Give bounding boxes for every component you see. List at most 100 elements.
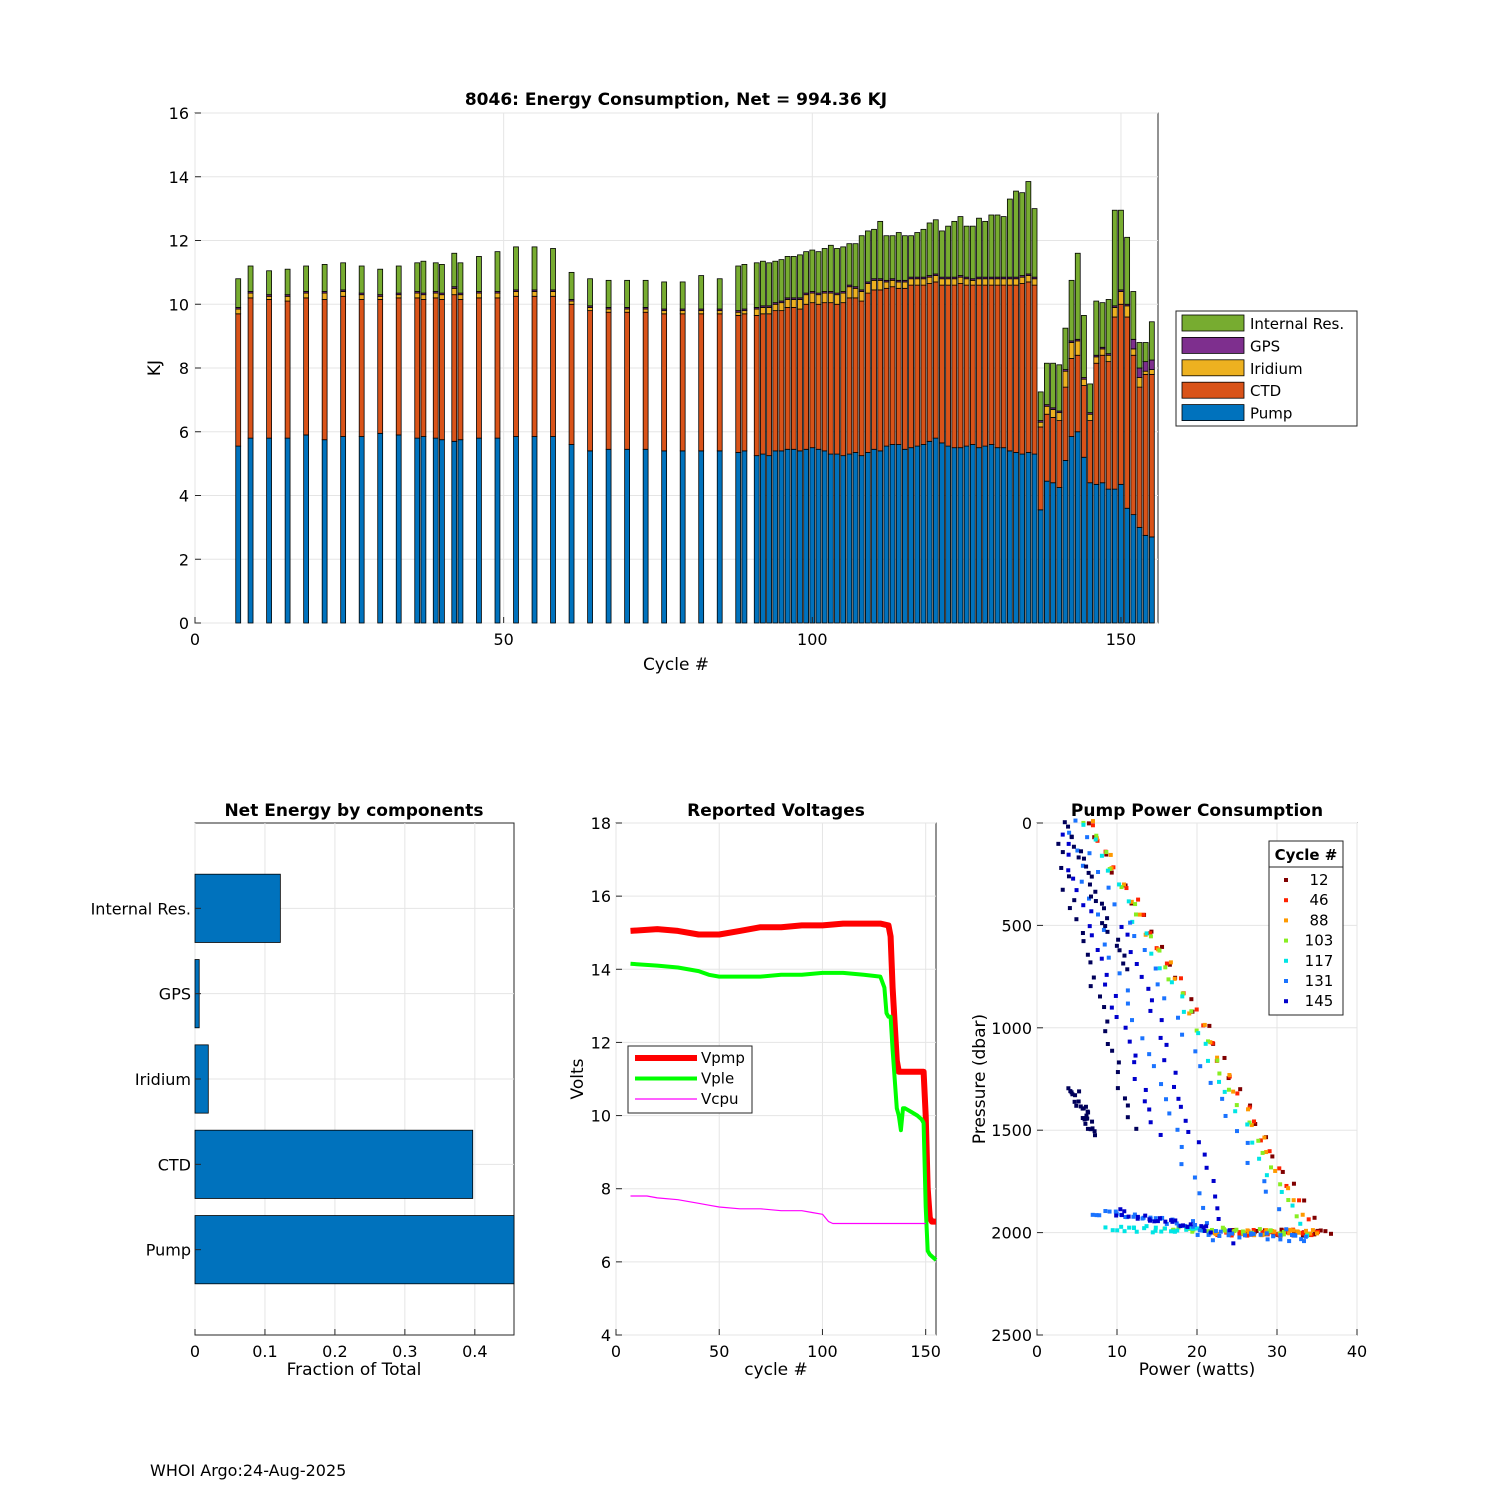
pump-point — [1140, 1036, 1145, 1041]
energy-legend-swatch — [1181, 336, 1245, 354]
pump-point — [1148, 931, 1153, 936]
pump-point — [1237, 1231, 1242, 1236]
energy-xlabel: Cycle # — [643, 655, 709, 675]
energy-bar-internal — [753, 262, 760, 308]
energy-bar-internal — [895, 232, 902, 281]
pump-point — [1102, 942, 1107, 947]
energy-bar-ctd — [834, 303, 840, 455]
pump-legend-marker — [1284, 938, 1288, 943]
pump-point — [1216, 1216, 1221, 1221]
pump-point — [1085, 1126, 1090, 1131]
pump-point — [1318, 1228, 1323, 1233]
energy-bar-pump — [871, 448, 877, 624]
pump-point — [1104, 972, 1109, 977]
pump-point — [1114, 1213, 1119, 1218]
pump-point — [1264, 1150, 1269, 1155]
pump-point — [1226, 1087, 1231, 1092]
energy-ytick-label: 0 — [179, 614, 189, 633]
energy-bar-pump — [340, 436, 347, 624]
pump-point — [1173, 1218, 1178, 1223]
pump-point — [1194, 1007, 1199, 1012]
energy-bar-iridium — [587, 307, 593, 312]
energy-bar-internal — [889, 235, 896, 280]
energy-bar-iridium — [766, 307, 772, 315]
pump-point — [1251, 1231, 1256, 1236]
energy-bar-ctd — [377, 299, 384, 434]
energy-bar-pump — [605, 448, 612, 624]
energy-bar-gps — [1148, 359, 1155, 370]
energy-bar-pump — [939, 442, 945, 624]
energy-bar-pump — [883, 445, 890, 624]
energy-bar-iridium — [624, 308, 630, 313]
pump-point — [1095, 947, 1100, 952]
energy-bar-ctd — [1068, 358, 1075, 437]
energy-bar-iridium — [908, 278, 914, 286]
pump-point — [1174, 1221, 1179, 1226]
pump-point — [1160, 944, 1165, 949]
pump-point — [1148, 1120, 1153, 1125]
energy-bar-pump — [451, 440, 458, 624]
pump-point — [1079, 879, 1084, 884]
pump-point — [1148, 934, 1153, 939]
energy-bar-ctd — [1019, 283, 1026, 455]
pump-point — [1262, 1179, 1267, 1184]
pump-point — [1323, 1229, 1328, 1234]
pump-point — [1090, 1212, 1095, 1217]
energy-ytick-label: 6 — [179, 423, 189, 442]
pump-point — [1178, 976, 1183, 981]
energy-bar-internal — [858, 235, 865, 291]
energy-bar-internal — [914, 232, 921, 278]
volt-xtick-label: 50 — [709, 1342, 729, 1361]
pump-point — [1192, 1175, 1197, 1180]
pump-point — [1153, 966, 1158, 971]
pump-point — [1128, 950, 1133, 955]
energy-bar-iridium — [772, 303, 779, 312]
energy-legend-swatch — [1181, 359, 1245, 377]
energy-bar-iridium — [914, 278, 921, 286]
energy-bar-pump — [661, 450, 668, 624]
pump-point — [1066, 868, 1071, 873]
pump-point — [1157, 1216, 1162, 1221]
volt-xtick-label: 100 — [807, 1342, 838, 1361]
pump-point — [1234, 1103, 1239, 1108]
pump-point — [1127, 1039, 1132, 1044]
energy-bar-ctd — [889, 286, 896, 445]
pump-point — [1238, 1087, 1243, 1092]
pump-point — [1281, 1232, 1286, 1237]
volt-ytick-label: 6 — [601, 1253, 611, 1272]
energy-bar-pump — [1006, 450, 1013, 624]
pump-point — [1106, 885, 1111, 890]
pump-point — [1069, 835, 1074, 840]
pump-point — [1286, 1198, 1291, 1203]
energy-bar-iridium — [846, 286, 853, 299]
pump-point — [1125, 967, 1130, 972]
energy-bar-internal — [1031, 208, 1038, 278]
pump-point — [1113, 993, 1118, 998]
energy-bar-internal — [864, 230, 871, 283]
volt-legend: Vpmp Vple Vcpu — [627, 1045, 753, 1114]
pump-point — [1148, 1008, 1153, 1013]
energy-bar-ctd — [1124, 316, 1131, 509]
energy-bar-internal — [716, 278, 723, 310]
pump-point — [1252, 1119, 1257, 1124]
energy-bar-internal — [852, 243, 859, 288]
energy-bar-internal — [902, 235, 908, 281]
energy-bar-iridium — [1037, 421, 1044, 428]
energy-bar-ctd — [321, 299, 328, 441]
pump-xtick-label: 0 — [1032, 1342, 1042, 1361]
pump-point — [1093, 837, 1098, 842]
energy-bar-internal — [1013, 190, 1019, 278]
pump-point — [1201, 1205, 1206, 1210]
energy-bar-ctd — [284, 300, 291, 439]
energy-bar-ctd — [1044, 413, 1050, 482]
energy-bar-ctd — [1087, 420, 1093, 484]
energy-bar-internal — [1142, 342, 1149, 363]
pump-point — [1190, 1224, 1195, 1229]
energy-legend-label: Internal Res. — [1250, 315, 1344, 333]
energy-bar-iridium — [852, 287, 859, 299]
pump-point — [1277, 1207, 1282, 1212]
volt-ylabel: Volts — [568, 1058, 588, 1099]
energy-bar-internal — [340, 262, 347, 291]
energy-bar-ctd — [914, 284, 921, 447]
pump-point — [1062, 820, 1067, 825]
